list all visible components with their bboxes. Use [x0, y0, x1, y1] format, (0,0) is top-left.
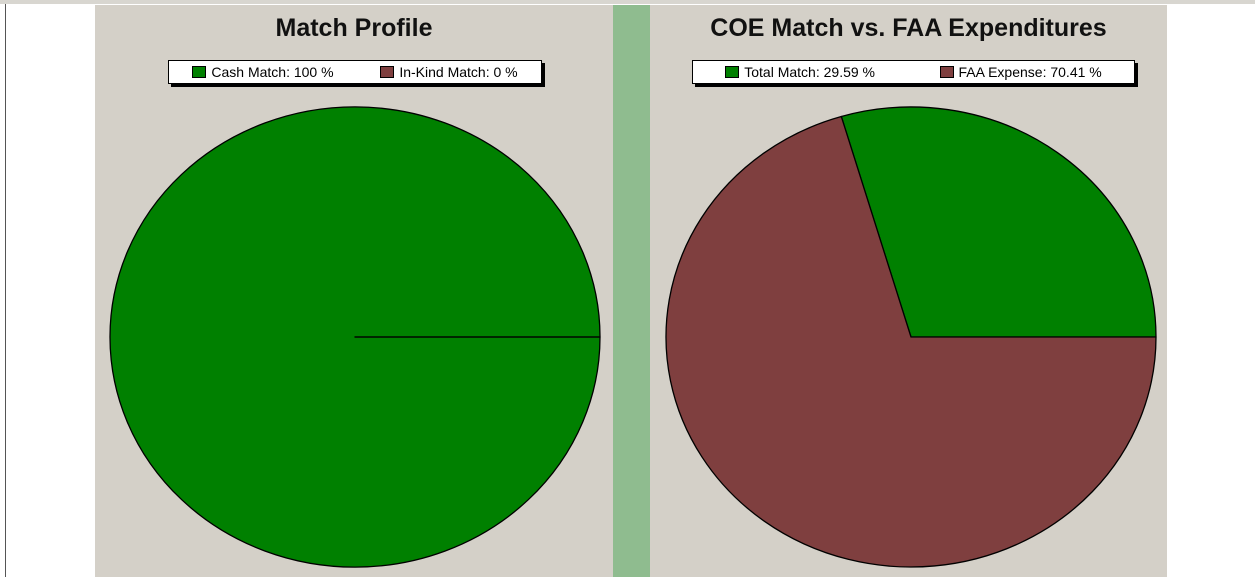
legend-label: Total Match	[744, 64, 823, 80]
legend-label: In-Kind Match	[399, 64, 493, 80]
legend-item: Total Match29.59 %	[725, 64, 875, 80]
chart-title: COE Match vs. FAA Expenditures	[710, 14, 1107, 42]
legend-text: FAA Expense70.41 %	[959, 64, 1102, 80]
legend-label: Cash Match	[211, 64, 293, 80]
frame	[5, 4, 6, 577]
legend-swatch	[192, 66, 207, 78]
legend-text: Cash Match100 %	[211, 64, 333, 80]
legend-swatch	[380, 66, 395, 78]
legend-value: 29.59 %	[823, 64, 875, 80]
legend: Cash Match100 % In-Kind Match0 %	[168, 60, 542, 84]
legend-value: 0 %	[493, 64, 518, 80]
legend-label: FAA Expense	[959, 64, 1051, 80]
pie-slice	[840, 106, 1157, 338]
legend-item: FAA Expense70.41 %	[939, 64, 1102, 80]
legend-text: In-Kind Match0 %	[399, 64, 517, 80]
legend-value: 100 %	[293, 64, 334, 80]
legend-text: Total Match29.59 %	[744, 64, 875, 80]
legend: Total Match29.59 % FAA Expense70.41 %	[692, 60, 1135, 84]
legend-swatch	[939, 66, 954, 78]
legend-value: 70.41 %	[1050, 64, 1102, 80]
legend-item: In-Kind Match0 %	[380, 64, 518, 80]
legend-swatch	[725, 66, 740, 78]
chart-title: Match Profile	[275, 14, 433, 42]
divider	[613, 5, 650, 577]
pie-slice	[665, 115, 1157, 568]
legend-item: Cash Match100 %	[192, 64, 334, 80]
frame	[0, 0, 1255, 4]
